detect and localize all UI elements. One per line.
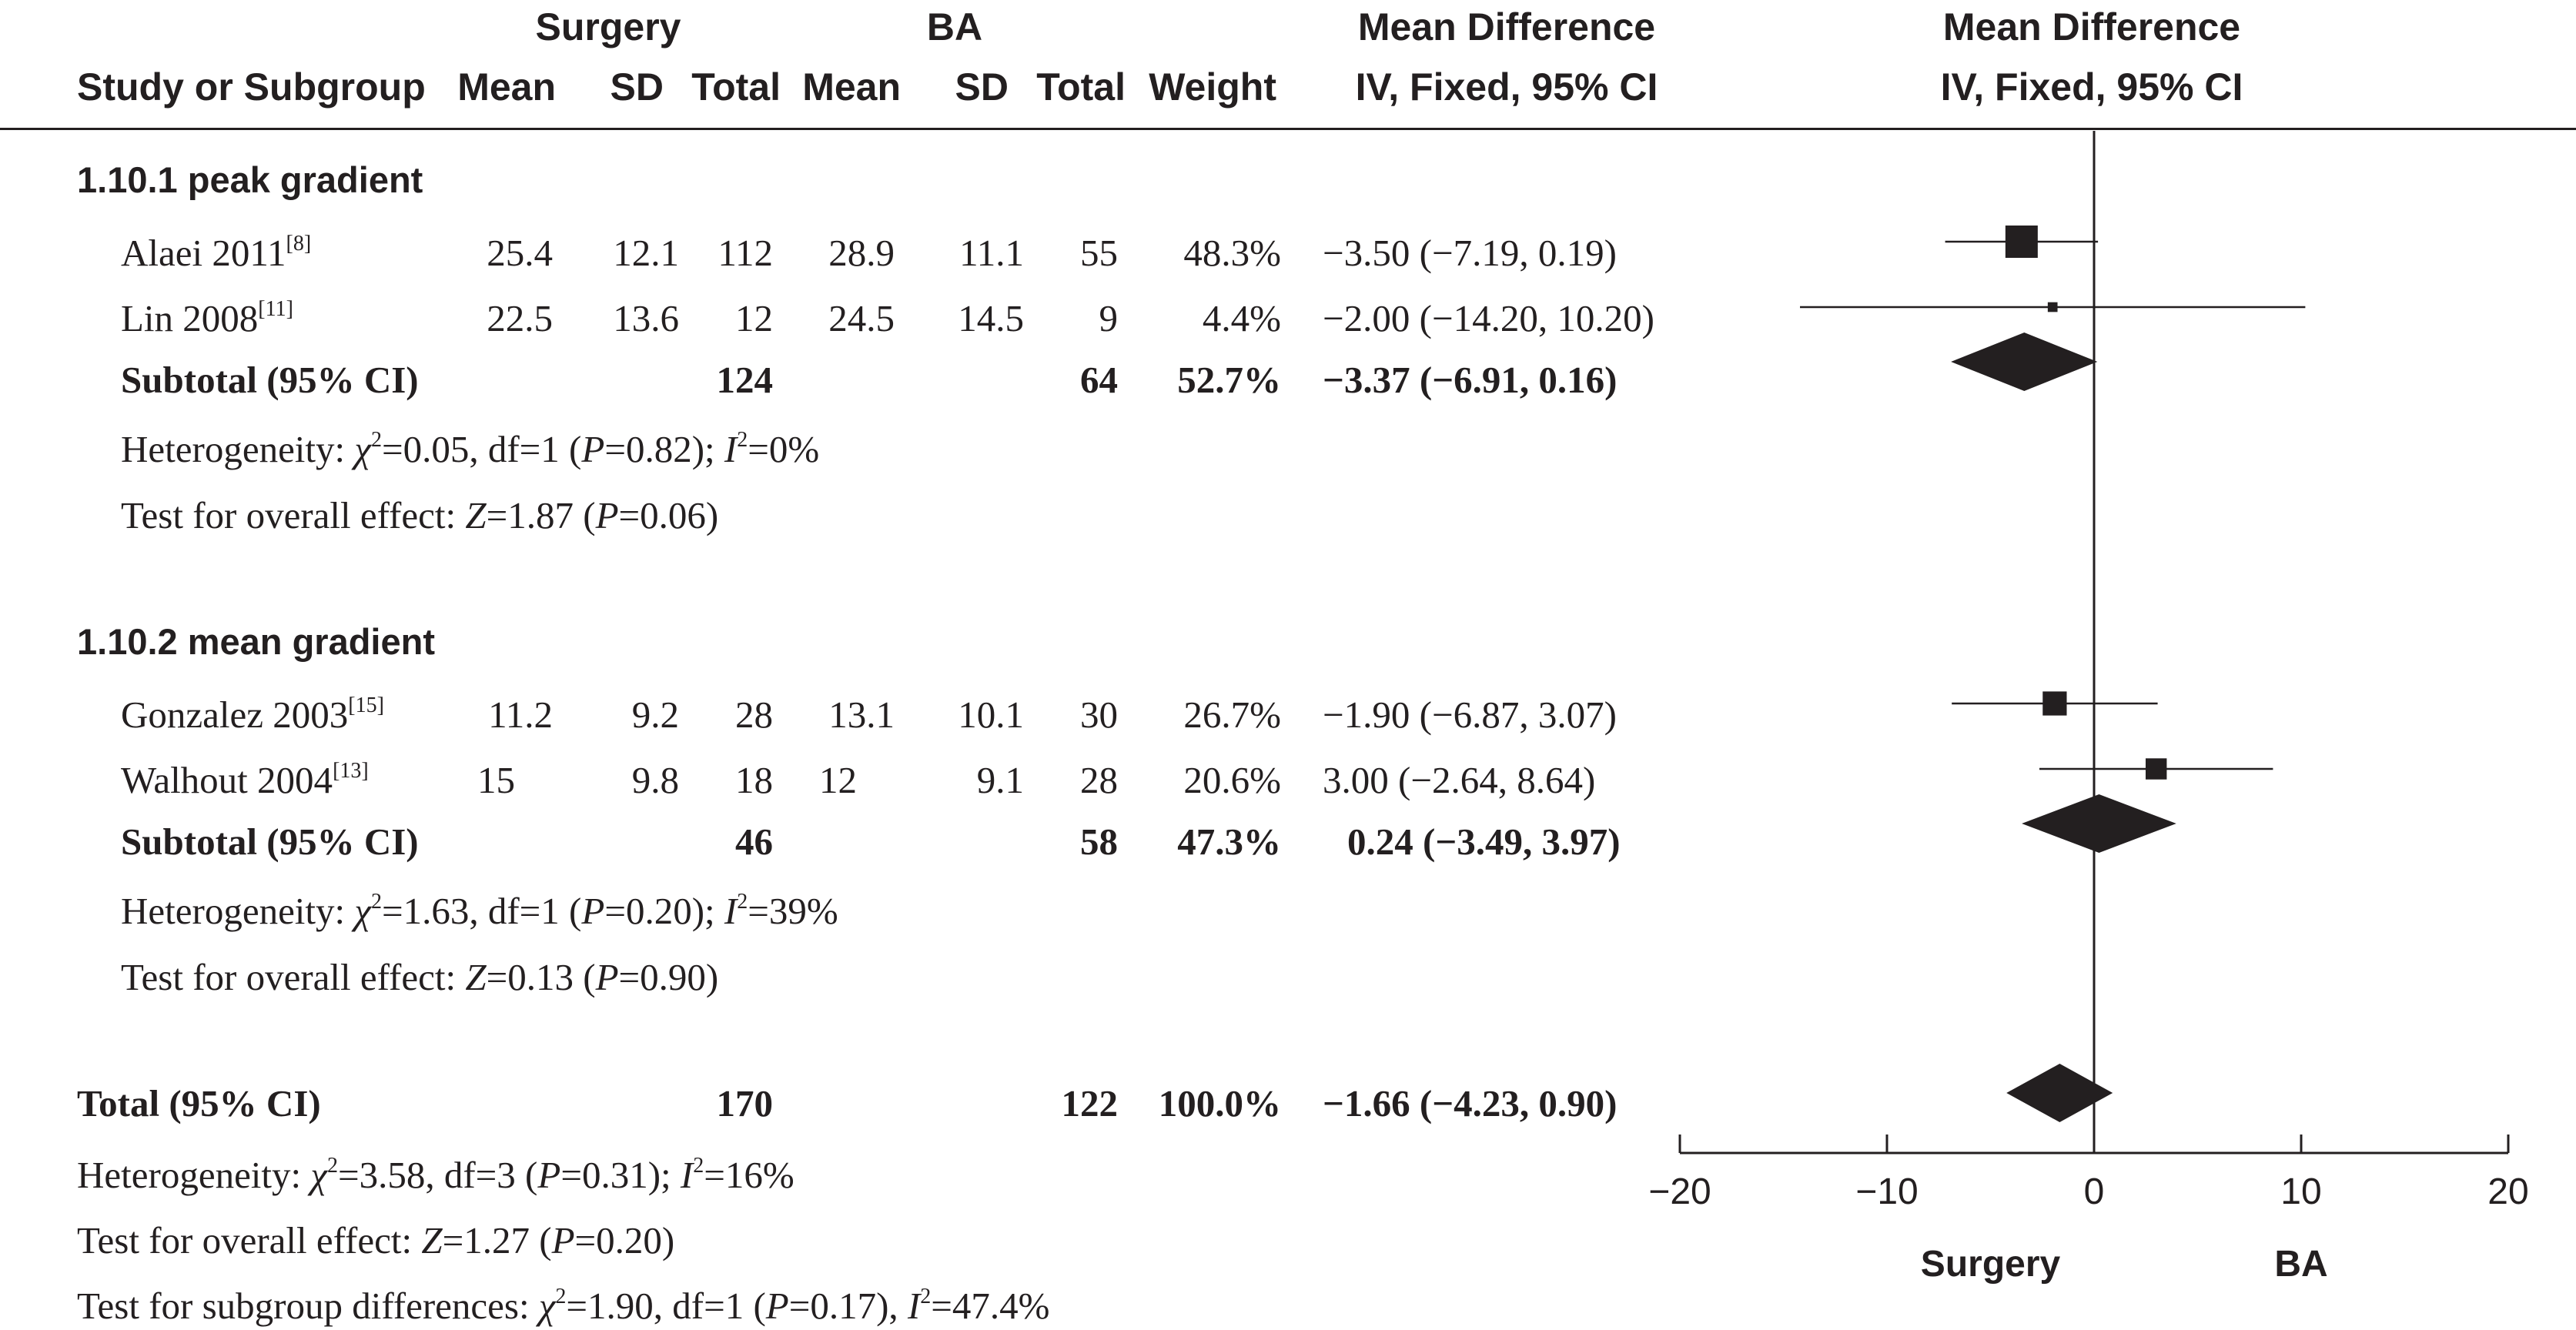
subtotal-weight: 47.3% [1177, 820, 1281, 863]
ba-mean: 28.9 [828, 232, 895, 274]
ba-total: 9 [1099, 297, 1119, 339]
surgery-mean: 15 [477, 759, 515, 801]
ba-sd: 11.1 [959, 232, 1024, 274]
subtotal-diamond [1951, 332, 2098, 391]
study-weight: 26.7% [1183, 693, 1281, 736]
surgery-group-header: Surgery [535, 5, 681, 48]
ba-mean: 13.1 [828, 693, 895, 736]
total-ci: −1.66 (−4.23, 0.90) [1323, 1082, 1618, 1124]
subtotal-surgery-total: 124 [716, 359, 774, 401]
ba-sd: 14.5 [958, 297, 1024, 339]
subtotal-ci: 0.24 (−3.49, 3.97) [1347, 820, 1621, 863]
surgery-sd: 9.2 [631, 693, 679, 736]
total-label: Total (95% CI) [77, 1082, 321, 1124]
ba-total: 55 [1080, 232, 1118, 274]
effect-square [2047, 302, 2058, 312]
subtotal-label: Subtotal (95% CI) [121, 820, 419, 863]
study-name: Lin 2008[11] [121, 297, 293, 339]
study-ci: −2.00 (−14.20, 10.20) [1323, 297, 1654, 339]
ba-sd-header: SD [955, 65, 1009, 109]
study-weight: 48.3% [1183, 232, 1281, 274]
study-column-header: Study or Subgroup [77, 65, 426, 109]
surgery-mean: 25.4 [487, 232, 553, 274]
study-weight: 20.6% [1183, 759, 1281, 801]
x-tick-label: 0 [2084, 1171, 2105, 1212]
ba-mean: 12 [819, 759, 857, 801]
overall-effect-text: Test for overall effect: Z=1.87 (P=0.06) [121, 494, 719, 536]
total-surgery-total: 170 [716, 1082, 774, 1124]
study-weight: 4.4% [1202, 297, 1281, 339]
study-ci: −1.90 (−6.87, 3.07) [1323, 693, 1617, 736]
surgery-mean: 11.2 [488, 693, 553, 736]
overall-effect-text: Test for overall effect: Z=0.13 (P=0.90) [121, 956, 719, 998]
plot-header-method: IV, Fixed, 95% CI [1940, 65, 2243, 109]
study-name: Gonzalez 2003[15] [121, 693, 384, 736]
surgery-mean: 22.5 [487, 297, 553, 339]
md-header-method: IV, Fixed, 95% CI [1355, 65, 1658, 109]
study-ci: 3.00 (−2.64, 8.64) [1323, 759, 1596, 801]
md-header-title: Mean Difference [1357, 5, 1656, 48]
subgroup-title: 1.10.1 peak gradient [77, 159, 423, 200]
effect-square [2005, 226, 2038, 258]
surgery-total: 12 [735, 297, 773, 339]
overall-effect-total-text: Test for overall effect: Z=1.27 (P=0.20) [77, 1219, 675, 1261]
surgery-sd: 13.6 [613, 297, 679, 339]
ba-total: 28 [1080, 759, 1118, 801]
x-tick-label: −10 [1855, 1171, 1918, 1212]
favours-ba-label: BA [2274, 1244, 2327, 1285]
ba-mean: 24.5 [828, 297, 895, 339]
total-diamond [2006, 1064, 2113, 1122]
x-tick-label: 10 [2280, 1171, 2321, 1212]
subtotal-label: Subtotal (95% CI) [121, 359, 419, 401]
heterogeneity-text: Heterogeneity: χ2=0.05, df=1 (P=0.82); I… [121, 428, 820, 470]
overall-heterogeneity-text: Heterogeneity: χ2=3.58, df=3 (P=0.31); I… [77, 1154, 795, 1196]
subgroup-differences-text: Test for subgroup differences: χ2=1.90, … [77, 1285, 1050, 1327]
surgery-total: 18 [735, 759, 773, 801]
ba-sd: 9.1 [976, 759, 1024, 801]
surgery-sd-header: SD [610, 65, 664, 109]
ba-group-header: BA [926, 5, 983, 48]
subtotal-diamond [2022, 794, 2176, 853]
subtotal-weight: 52.7% [1177, 359, 1281, 401]
surgery-sd: 12.1 [613, 232, 679, 274]
header-divider [0, 128, 2576, 130]
subtotal-ci: −3.37 (−6.91, 0.16) [1323, 359, 1618, 401]
surgery-total-header: Total [691, 65, 781, 109]
ba-total: 30 [1080, 693, 1118, 736]
surgery-mean-header: Mean [457, 65, 556, 109]
study-name: Walhout 2004[13] [121, 759, 369, 801]
surgery-total: 112 [718, 232, 773, 274]
plot-header-title: Mean Difference [1942, 5, 2241, 48]
subgroup-title: 1.10.2 mean gradient [77, 621, 435, 662]
ba-sd: 10.1 [958, 693, 1024, 736]
effect-square [2145, 758, 2167, 780]
study-name: Alaei 2011[8] [121, 232, 312, 274]
weight-header: Weight [1149, 65, 1276, 109]
favours-surgery-label: Surgery [1921, 1244, 2061, 1285]
total-weight: 100.0% [1158, 1082, 1281, 1124]
total-ba-total: 122 [1061, 1082, 1119, 1124]
subtotal-ba-total: 64 [1080, 359, 1118, 401]
x-tick-label: 20 [2487, 1171, 2528, 1212]
ba-mean-header: Mean [802, 65, 901, 109]
surgery-sd: 9.8 [631, 759, 679, 801]
study-ci: −3.50 (−7.19, 0.19) [1323, 232, 1617, 274]
surgery-total: 28 [735, 693, 773, 736]
subtotal-surgery-total: 46 [735, 820, 773, 863]
subtotal-ba-total: 58 [1080, 820, 1118, 863]
effect-square [2042, 691, 2067, 716]
ba-total-header: Total [1036, 65, 1126, 109]
heterogeneity-text: Heterogeneity: χ2=1.63, df=1 (P=0.20); I… [121, 890, 838, 932]
x-tick-label: −20 [1648, 1171, 1711, 1212]
